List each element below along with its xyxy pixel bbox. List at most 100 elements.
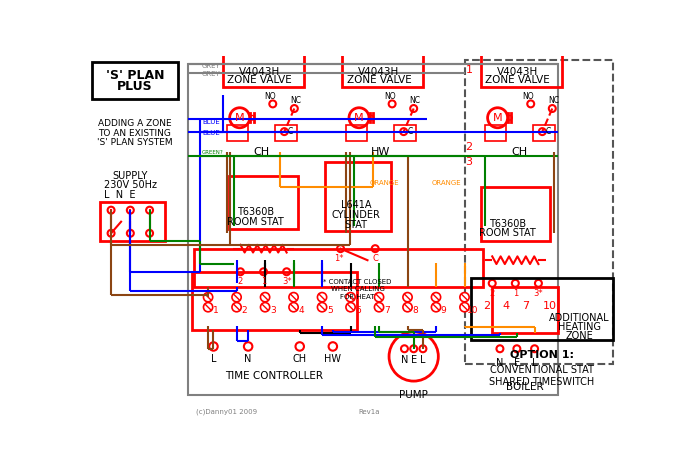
- Circle shape: [431, 302, 441, 312]
- Circle shape: [260, 292, 270, 302]
- Text: NO: NO: [265, 92, 276, 101]
- Text: CYLINDER: CYLINDER: [331, 210, 380, 220]
- Text: 8: 8: [413, 306, 418, 315]
- Circle shape: [291, 105, 298, 112]
- Text: 2: 2: [490, 289, 495, 298]
- Text: NC: NC: [410, 96, 421, 105]
- Circle shape: [488, 108, 508, 128]
- Text: 1: 1: [513, 289, 518, 298]
- Text: 230V 50Hz: 230V 50Hz: [104, 180, 157, 190]
- Text: 2: 2: [238, 277, 243, 286]
- Text: CH: CH: [253, 147, 269, 157]
- Text: 6: 6: [355, 306, 361, 315]
- Circle shape: [508, 116, 512, 120]
- Circle shape: [289, 302, 298, 312]
- Circle shape: [204, 292, 213, 302]
- Circle shape: [346, 292, 355, 302]
- Bar: [484, 125, 506, 141]
- Text: C: C: [288, 127, 293, 136]
- Text: ZONE VALVE: ZONE VALVE: [227, 75, 292, 85]
- Circle shape: [295, 342, 304, 351]
- Circle shape: [146, 207, 153, 213]
- Text: TO AN EXISTING: TO AN EXISTING: [99, 129, 171, 138]
- Circle shape: [420, 345, 426, 352]
- Text: 4: 4: [299, 306, 304, 315]
- Bar: [192, 272, 357, 329]
- Circle shape: [372, 245, 379, 252]
- Text: E: E: [411, 355, 417, 366]
- Circle shape: [489, 280, 495, 287]
- Bar: [226, 125, 248, 141]
- Bar: [471, 278, 613, 339]
- Text: CH: CH: [293, 354, 307, 364]
- Bar: [195, 249, 483, 287]
- Text: FOR HEAT: FOR HEAT: [340, 294, 375, 300]
- Circle shape: [411, 105, 417, 112]
- Circle shape: [244, 342, 253, 351]
- Circle shape: [108, 207, 115, 213]
- Bar: [395, 125, 416, 141]
- Text: BOILER: BOILER: [506, 382, 544, 392]
- Text: GREEN?: GREEN?: [202, 150, 224, 155]
- Circle shape: [283, 268, 290, 275]
- Text: NC: NC: [290, 96, 302, 105]
- Circle shape: [497, 345, 504, 352]
- Text: 1*: 1*: [334, 254, 344, 263]
- Bar: [325, 161, 391, 231]
- Text: 10: 10: [466, 306, 478, 315]
- Text: STAT: STAT: [344, 220, 368, 230]
- Text: V4043H: V4043H: [239, 66, 280, 77]
- Circle shape: [346, 302, 355, 312]
- Text: E: E: [514, 358, 520, 368]
- Text: NC: NC: [549, 96, 560, 105]
- Text: CONVENTIONAL STAT: CONVENTIONAL STAT: [490, 366, 593, 375]
- Circle shape: [232, 292, 241, 302]
- Circle shape: [281, 128, 288, 135]
- Text: BLUE: BLUE: [202, 118, 219, 124]
- Text: SUPPLY: SUPPLY: [112, 170, 148, 181]
- Text: L641A: L641A: [341, 200, 371, 210]
- Circle shape: [375, 302, 384, 312]
- Bar: [92, 62, 178, 98]
- Text: OPTION 1:: OPTION 1:: [509, 350, 573, 360]
- Bar: [481, 14, 562, 87]
- Text: 3: 3: [270, 306, 275, 315]
- Bar: [229, 176, 298, 229]
- Text: 3: 3: [466, 157, 473, 168]
- Circle shape: [349, 108, 369, 128]
- Circle shape: [250, 116, 255, 120]
- Text: 3*: 3*: [533, 289, 543, 298]
- Text: 7: 7: [384, 306, 390, 315]
- Circle shape: [460, 302, 469, 312]
- Text: ADDING A ZONE: ADDING A ZONE: [98, 119, 172, 128]
- Text: ORANGE: ORANGE: [431, 180, 461, 186]
- Text: 7: 7: [522, 301, 529, 311]
- Circle shape: [269, 101, 276, 107]
- Text: HW: HW: [324, 354, 342, 364]
- Bar: [223, 14, 304, 87]
- Circle shape: [375, 292, 384, 302]
- Circle shape: [460, 292, 469, 302]
- Text: L: L: [420, 355, 426, 366]
- Text: N: N: [244, 354, 252, 364]
- Circle shape: [535, 280, 542, 287]
- Bar: [342, 14, 423, 87]
- Text: 3*: 3*: [282, 277, 291, 286]
- Circle shape: [549, 105, 555, 112]
- Text: NO: NO: [384, 92, 395, 101]
- Text: 1: 1: [466, 65, 473, 75]
- Circle shape: [289, 292, 298, 302]
- Text: T6360B: T6360B: [237, 207, 275, 218]
- Text: ADDITIONAL: ADDITIONAL: [549, 313, 609, 323]
- Text: 2: 2: [466, 142, 473, 152]
- Circle shape: [108, 230, 115, 237]
- Circle shape: [539, 128, 546, 135]
- Bar: [99, 203, 165, 241]
- Text: V4043H: V4043H: [497, 66, 538, 77]
- Circle shape: [127, 230, 134, 237]
- Circle shape: [317, 292, 326, 302]
- Circle shape: [388, 101, 395, 107]
- Circle shape: [204, 302, 213, 312]
- Text: WHEN CALLING: WHEN CALLING: [331, 286, 384, 292]
- Bar: [492, 287, 558, 333]
